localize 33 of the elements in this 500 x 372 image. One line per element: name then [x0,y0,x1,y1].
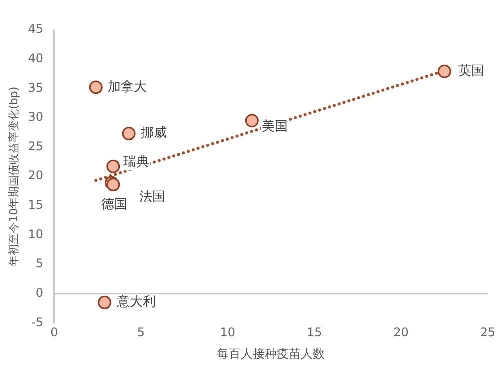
x-tick-label: 0 [50,326,58,340]
point [89,80,103,94]
y-tick-label: 30 [28,110,44,124]
point [122,127,136,141]
y-tick-label: 35 [28,80,44,95]
x-tick-label: 10 [220,326,236,340]
annotation: 法国 [139,190,166,206]
annotation: 德国 [102,197,128,212]
annotation: 加拿大 [108,80,148,95]
annotation: 瑞典 [123,155,150,170]
annotation: 美国 [262,118,288,134]
x-axis-title: 每百人接种疫苗人数 [217,346,326,361]
point [98,296,112,310]
y-tick-label: 45 [28,22,44,36]
x-tick-label: 5 [137,326,145,340]
y-tick-label: 0 [36,286,44,300]
point [245,114,259,128]
point [106,160,120,174]
y-tick-label: 5 [36,256,44,271]
y-tick-label: 25 [28,139,44,154]
annotation: 英国 [458,64,485,80]
x-tick-label: 25 [480,326,496,340]
annotation: 意大利 [116,295,156,310]
y-tick-label: -5 [32,315,44,330]
x-tick-label: 20 [394,326,409,340]
y-tick-label: 40 [28,51,44,66]
y-tick-label: 15 [28,198,44,212]
annotation: 挪威 [141,126,168,142]
y-tick-label: 20 [28,168,44,183]
point [438,64,452,78]
y-tick-label: 10 [28,227,44,242]
x-tick-label: 15 [306,326,322,340]
y-axis-title: 年初至今10年期国债收益率变化(bp) [7,86,20,266]
